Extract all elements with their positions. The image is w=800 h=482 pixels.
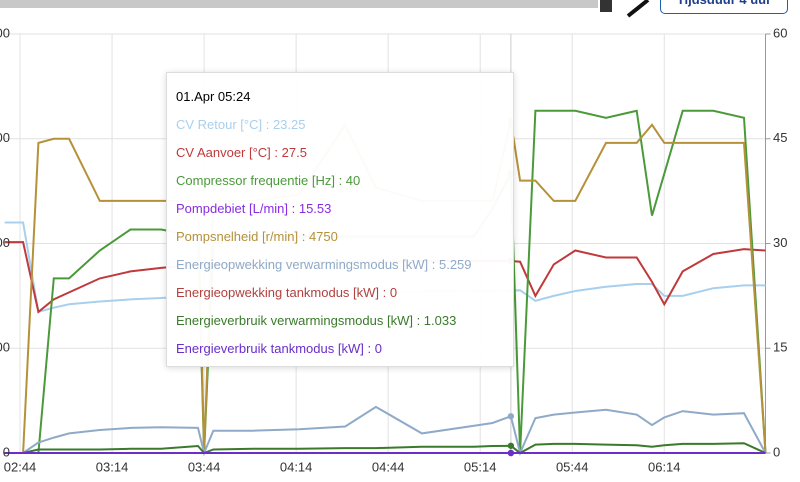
series-line	[4, 405, 767, 457]
y2-tick-label: 60	[773, 25, 787, 40]
y-tick-label: 6000	[0, 25, 10, 40]
labels: 0 1500 3000 4500 6000 0 15 30 45 60 02:44 03:14 03:4…	[0, 25, 787, 474]
x-tick-label: 05:14	[464, 459, 497, 474]
tooltip-item: Pompsnelheid [r/min] : 4750	[176, 229, 338, 244]
x-tick-label: 05:44	[556, 459, 589, 474]
top-bar	[0, 0, 598, 8]
x-tick-label: 03:44	[188, 459, 221, 474]
tooltip-item: Energieopwekking verwarmingsmodus [kW] :…	[176, 257, 472, 272]
duration-button[interactable]: Tijdsduur 4 uur	[660, 0, 788, 14]
y2-tick-label: 45	[773, 130, 787, 145]
tooltip-item: Energieverbruik tankmodus [kW] : 0	[176, 341, 382, 356]
x-tick-label: 02:44	[4, 459, 37, 474]
tooltip-item: CV Retour [°C] : 23.25	[176, 117, 306, 132]
tooltip-item: Energieopwekking tankmodus [kW] : 0	[176, 285, 398, 300]
y-tick-label: 4500	[0, 130, 10, 145]
tooltip: 01.Apr 05:24 CV Retour [°C] : 23.25 CV Aa…	[166, 72, 514, 367]
hover-point	[507, 449, 515, 457]
y2-tick-label: 30	[773, 235, 787, 250]
hover-point	[507, 413, 515, 420]
top-icon	[600, 0, 612, 12]
series-line	[4, 442, 766, 455]
tooltip-title: 01.Apr 05:24	[176, 89, 251, 104]
tooltip-item: CV Aanvoer [°C] : 27.5	[176, 145, 307, 160]
x-tick-label: 04:14	[280, 459, 313, 474]
x-tick-label: 03:14	[96, 459, 129, 474]
tooltip-item: Pompdebiet [L/min] : 15.53	[176, 201, 332, 216]
y2-tick-label: 0	[773, 444, 780, 459]
tooltip-item: Energieverbruik verwarmingsmodus [kW] : …	[176, 313, 457, 328]
hover-point	[507, 442, 515, 449]
cursor-arrow	[626, 0, 650, 18]
y-tick-label: 3000	[0, 235, 10, 250]
x-tick-label: 04:44	[372, 459, 405, 474]
y2-tick-label: 15	[773, 340, 787, 355]
y-tick-label: 0	[3, 444, 10, 459]
y-tick-label: 1500	[0, 340, 10, 355]
tooltip-item: Compressor frequentie [Hz] : 40	[176, 173, 361, 188]
x-tick-label: 06:14	[648, 459, 681, 474]
